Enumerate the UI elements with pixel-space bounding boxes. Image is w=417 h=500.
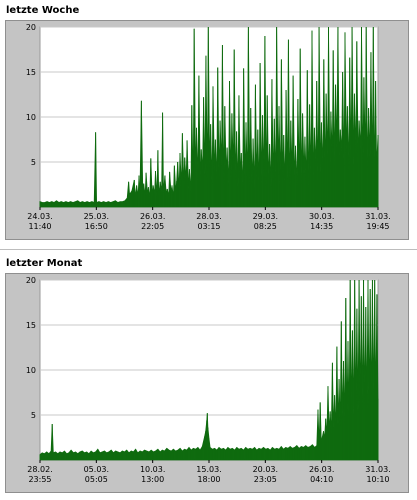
x-tick-label-date: 10.03.	[140, 465, 165, 474]
x-tick-label-date: 26.03.	[140, 212, 165, 221]
x-tick-label-date: 25.03.	[84, 212, 109, 221]
x-tick-label-date: 31.03.	[365, 212, 390, 221]
x-tick-label-date: 24.03.	[27, 212, 52, 221]
x-tick-label-time: 14:35	[310, 222, 333, 231]
x-tick-label-time: 03:15	[197, 222, 220, 231]
x-tick-label-time: 11:40	[28, 222, 51, 231]
x-tick-label-time: 19:45	[366, 222, 389, 231]
y-tick-label: 20	[26, 276, 36, 285]
y-tick-label: 5	[31, 158, 36, 167]
x-tick-label-time: 22:05	[141, 222, 164, 231]
x-tick-label-date: 26.03.	[309, 465, 334, 474]
x-tick-label-time: 23:55	[28, 475, 51, 484]
x-tick-label-time: 18:00	[197, 475, 220, 484]
x-tick-label-date: 31.03.	[365, 465, 390, 474]
y-tick-label: 15	[26, 68, 36, 77]
section-divider	[0, 249, 417, 250]
x-tick-label-date: 05.03.	[84, 465, 109, 474]
y-tick-label: 15	[26, 321, 36, 330]
x-tick-label-date: 29.03.	[253, 212, 278, 221]
chart-week: 5 10 15 20 24.03. 11:40 25.03. 16:50 26.03. 22:05…	[5, 20, 409, 240]
x-tick-label-time: 10:10	[366, 475, 389, 484]
x-tick-label-date: 30.03.	[309, 212, 334, 221]
section-title-week: letzte Woche	[6, 5, 80, 16]
x-tick-label-time: 23:05	[254, 475, 277, 484]
y-tick-label: 10	[26, 366, 36, 375]
chart-month: 5 10 15 20 28.02. 23:55 05.03. 05:05 10.03. 13:00…	[5, 273, 409, 493]
x-tick-label-time: 13:00	[141, 475, 164, 484]
y-tick-label: 10	[26, 113, 36, 122]
x-tick-label-date: 28.03.	[196, 212, 221, 221]
y-tick-label: 5	[31, 411, 36, 420]
chart-month-svg: 5 10 15 20 28.02.23:55 05.03.05:05 10.03.13:00…	[26, 276, 391, 484]
x-tick-label-time: 04:10	[310, 475, 333, 484]
chart-week-svg: 5 10 15 20 24.03.11:40 25.03.16:50 26.03.22:05…	[26, 23, 391, 231]
y-tick-label: 20	[26, 23, 36, 32]
x-tick-label-date: 15.03.	[196, 465, 221, 474]
x-tick-label-time: 16:50	[85, 222, 108, 231]
x-tick-label-date: 28.02.	[27, 465, 52, 474]
section-title-month: letzter Monat	[6, 258, 83, 269]
x-tick-label-date: 20.03.	[253, 465, 278, 474]
x-tick-label-time: 08:25	[254, 222, 277, 231]
x-tick-label-time: 05:05	[85, 475, 108, 484]
